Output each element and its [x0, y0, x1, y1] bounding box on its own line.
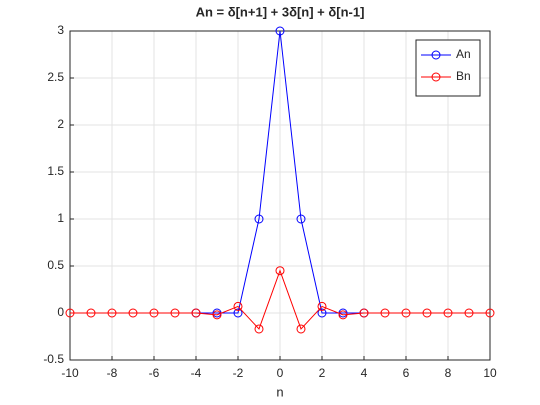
marker [254, 324, 264, 334]
legend-box [415, 39, 481, 97]
series-line [196, 30, 364, 314]
legend-marker [431, 72, 441, 82]
legend-label: Bn [456, 69, 471, 83]
marker [485, 308, 495, 318]
y-tick-label: 2.5 [47, 70, 64, 84]
marker [233, 308, 243, 318]
y-tick-label: 1.5 [47, 164, 64, 178]
x-tick-label: -2 [233, 366, 244, 380]
x-axis-label: n [276, 384, 283, 399]
legend-marker [431, 50, 441, 60]
marker [254, 214, 264, 224]
marker [359, 308, 369, 318]
x-tick-label: -6 [149, 366, 160, 380]
marker [107, 308, 117, 318]
marker [212, 310, 222, 320]
y-tick-label: -0.5 [43, 352, 64, 366]
marker [422, 308, 432, 318]
marker [65, 308, 75, 318]
x-tick-label: -8 [107, 366, 118, 380]
x-tick-label: 4 [361, 366, 368, 380]
marker [338, 310, 348, 320]
x-tick-label: 6 [403, 366, 410, 380]
y-tick-label: 0 [57, 305, 64, 319]
marker [317, 308, 327, 318]
marker [296, 324, 306, 334]
marker [401, 308, 411, 318]
y-tick-label: 1 [57, 211, 64, 225]
marker [275, 26, 285, 36]
x-tick-label: -10 [61, 366, 79, 380]
marker [128, 308, 138, 318]
x-tick-label: -4 [191, 366, 202, 380]
x-tick-label: 8 [445, 366, 452, 380]
marker [443, 308, 453, 318]
y-tick-label: 0.5 [47, 258, 64, 272]
x-tick-label: 2 [319, 366, 326, 380]
marker [149, 308, 159, 318]
y-tick-label: 2 [57, 117, 64, 131]
marker [170, 308, 180, 318]
x-tick-label: 0 [277, 366, 284, 380]
y-tick-label: 3 [57, 23, 64, 37]
x-tick-label: 10 [483, 366, 497, 380]
marker [233, 301, 243, 311]
chart-title: An = δ[n+1] + 3δ[n] + δ[n-1] [196, 4, 365, 19]
marker [380, 308, 390, 318]
marker [296, 214, 306, 224]
series-line [70, 269, 490, 330]
marker [317, 301, 327, 311]
marker [86, 308, 96, 318]
legend-label: An [456, 47, 471, 61]
marker [275, 266, 285, 276]
marker [191, 308, 201, 318]
marker [464, 308, 474, 318]
